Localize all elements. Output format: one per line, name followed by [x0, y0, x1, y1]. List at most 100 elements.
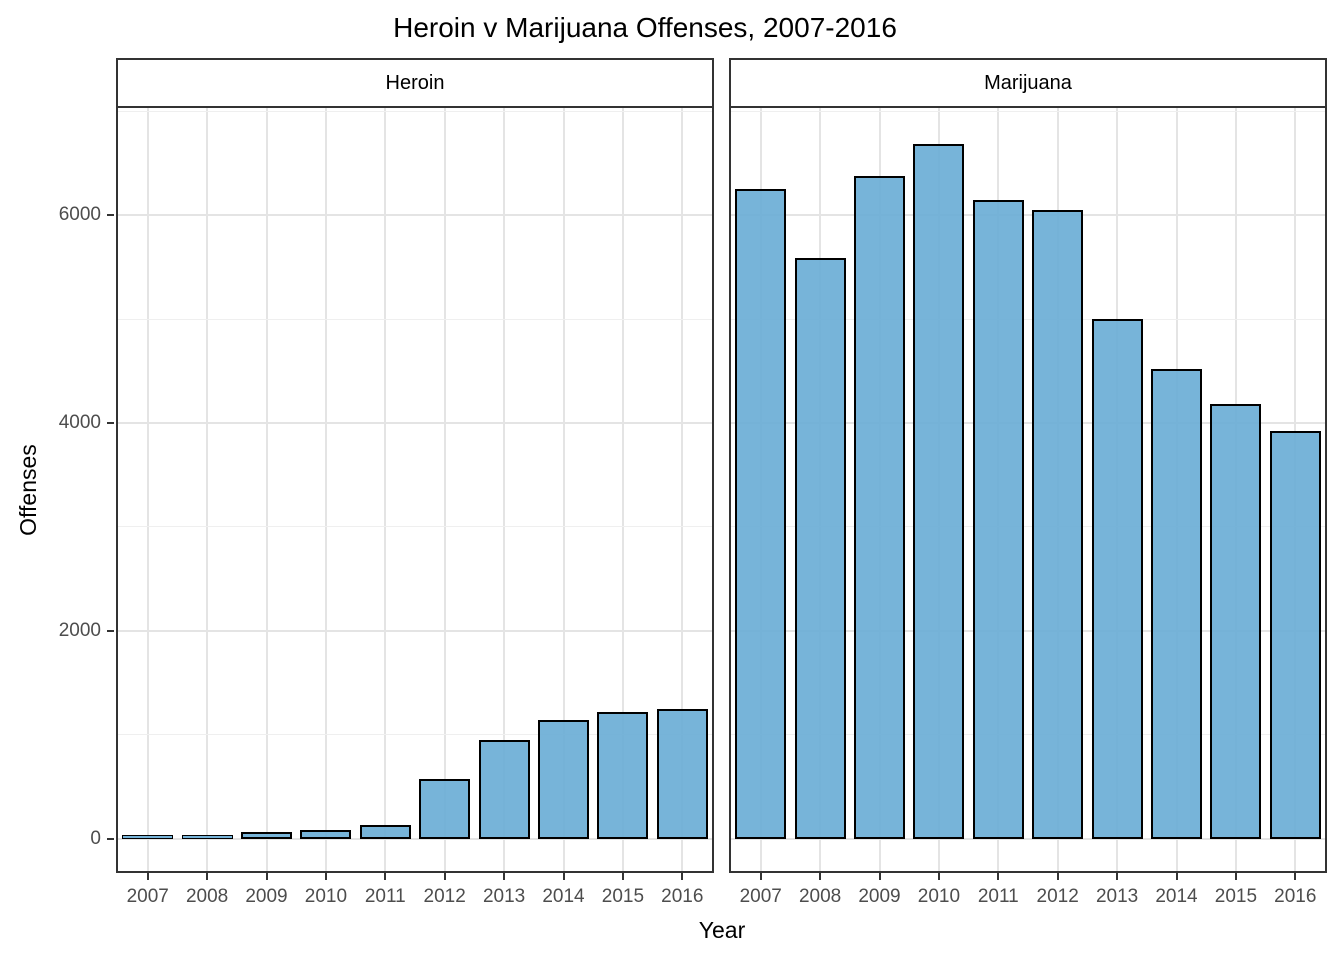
- x-tick-heroin-2014: [562, 873, 565, 880]
- bar-heroin-2012: [419, 778, 471, 839]
- x-tick-label-marijuana-2008: 2008: [798, 886, 842, 907]
- gridline-minor-1000: [731, 734, 1325, 736]
- y-tick-2000: [107, 629, 114, 632]
- x-tick-label-heroin-2007: 2007: [126, 886, 169, 907]
- gridline-minor-1000: [118, 734, 712, 736]
- bar-marijuana-2014: [1151, 368, 1202, 839]
- x-tick-label-marijuana-2011: 2011: [977, 886, 1019, 907]
- strip-label-heroin: Heroin: [385, 71, 445, 94]
- bar-marijuana-2013: [1091, 319, 1143, 839]
- bar-heroin-2013: [478, 740, 530, 839]
- gridline-major-0: [731, 837, 1325, 840]
- x-tick-marijuana-2009: [878, 873, 881, 880]
- gridline-minor-3000: [118, 526, 712, 528]
- gridline-vertical-2016: [681, 108, 684, 871]
- bar-marijuana-2016: [1269, 431, 1321, 839]
- x-tick-label-heroin-2014: 2014: [542, 886, 585, 907]
- panel-marijuana: [729, 106, 1327, 873]
- y-tick-label-0: 0: [90, 827, 101, 849]
- y-tick-label-2000: 2000: [58, 619, 101, 641]
- x-tick-label-heroin-2015: 2015: [601, 886, 645, 907]
- y-tick-4000: [107, 421, 114, 424]
- x-tick-label-marijuana-2014: 2014: [1155, 886, 1198, 907]
- chart-title: Heroin v Marijuana Offenses, 2007-2016: [393, 12, 897, 43]
- bar-marijuana-2015: [1210, 403, 1262, 839]
- y-tick-label-6000: 6000: [58, 204, 101, 226]
- bar-marijuana-2011: [972, 200, 1024, 839]
- x-tick-label-marijuana-2015: 2015: [1214, 886, 1258, 907]
- gridline-vertical-2013: [503, 108, 506, 871]
- gridline-vertical-2012: [443, 108, 446, 871]
- bar-marijuana-2012: [1032, 210, 1084, 839]
- bar-heroin-2011: [359, 824, 411, 839]
- x-tick-label-marijuana-2013: 2013: [1095, 886, 1139, 907]
- gridline-vertical-2007: [146, 108, 149, 871]
- bar-heroin-2016: [656, 709, 708, 839]
- x-tick-label-heroin-2012: 2012: [423, 886, 466, 907]
- bar-heroin-2010: [300, 830, 352, 839]
- facet-heroin: Heroin 2007 2008 2009 2010 2011 2012 2013 2014 2…: [116, 58, 714, 930]
- gridline-vertical-2014: [562, 108, 565, 871]
- x-tick-heroin-2012: [443, 873, 446, 880]
- x-tick-marijuana-2016: [1294, 873, 1297, 880]
- bar-heroin-2007: [122, 834, 174, 839]
- x-tick-label-heroin-2011: 2011: [364, 886, 406, 907]
- gridline-major-0: [118, 837, 712, 840]
- bar-heroin-2009: [241, 831, 292, 839]
- bar-heroin-2014: [538, 720, 589, 839]
- y-tick-0: [107, 837, 114, 840]
- gridline-minor-7000: [731, 110, 1325, 112]
- gridline-minor-3000: [731, 526, 1325, 528]
- x-tick-marijuana-2013: [1116, 873, 1119, 880]
- x-tick-marijuana-2014: [1175, 873, 1178, 880]
- facet-marijuana: Marijuana 2007 2008 2009 2010 2011 2012 2013 20…: [729, 58, 1327, 930]
- x-tick-heroin-2008: [206, 873, 209, 880]
- x-tick-label-heroin-2016: 2016: [661, 886, 704, 907]
- gridline-vertical-2015: [621, 108, 624, 871]
- bar-marijuana-2007: [735, 189, 787, 839]
- gridline-vertical-2008: [206, 108, 209, 871]
- gridline-minor-5000: [731, 318, 1325, 320]
- x-tick-heroin-2007: [146, 873, 149, 880]
- bar-marijuana-2009: [854, 176, 905, 839]
- x-tick-heroin-2015: [621, 873, 624, 880]
- gridline-major-4000: [118, 421, 712, 424]
- x-tick-marijuana-2011: [997, 873, 1000, 880]
- x-tick-label-heroin-2009: 2009: [245, 886, 288, 907]
- y-tick-6000: [107, 214, 114, 217]
- x-axis-title: Year: [698, 917, 746, 943]
- gridline-minor-5000: [118, 318, 712, 320]
- x-tick-label-marijuana-2016: 2016: [1274, 886, 1317, 907]
- gridline-minor-7000: [118, 110, 712, 112]
- bar-marijuana-2008: [794, 257, 846, 839]
- gridline-major-6000: [118, 214, 712, 217]
- facet-strip-heroin: Heroin: [116, 58, 714, 106]
- x-tick-marijuana-2012: [1056, 873, 1059, 880]
- x-tick-label-marijuana-2007: 2007: [739, 886, 782, 907]
- gridline-vertical-2009: [265, 108, 268, 871]
- y-tick-label-4000: 4000: [58, 411, 101, 433]
- facet-strip-marijuana: Marijuana: [729, 58, 1327, 106]
- x-tick-heroin-2009: [265, 873, 268, 880]
- gridline-major-2000: [118, 629, 712, 632]
- x-tick-label-marijuana-2012: 2012: [1036, 886, 1079, 907]
- x-tick-marijuana-2015: [1234, 873, 1237, 880]
- x-tick-label-heroin-2013: 2013: [482, 886, 526, 907]
- x-tick-label-heroin-2008: 2008: [185, 886, 229, 907]
- gridline-major-4000: [731, 421, 1325, 424]
- x-tick-heroin-2016: [681, 873, 684, 880]
- gridline-major-2000: [731, 629, 1325, 632]
- x-tick-heroin-2013: [503, 873, 506, 880]
- gridline-vertical-2011: [384, 108, 387, 871]
- x-tick-marijuana-2007: [759, 873, 762, 880]
- x-tick-marijuana-2008: [819, 873, 822, 880]
- x-tick-heroin-2011: [384, 873, 387, 880]
- bar-marijuana-2010: [913, 144, 965, 839]
- gridline-vertical-2010: [324, 108, 327, 871]
- strip-label-marijuana: Marijuana: [984, 71, 1072, 94]
- panel-heroin: [116, 106, 714, 873]
- bar-heroin-2015: [597, 712, 649, 839]
- x-tick-label-marijuana-2009: 2009: [858, 886, 901, 907]
- gridline-major-6000: [731, 214, 1325, 217]
